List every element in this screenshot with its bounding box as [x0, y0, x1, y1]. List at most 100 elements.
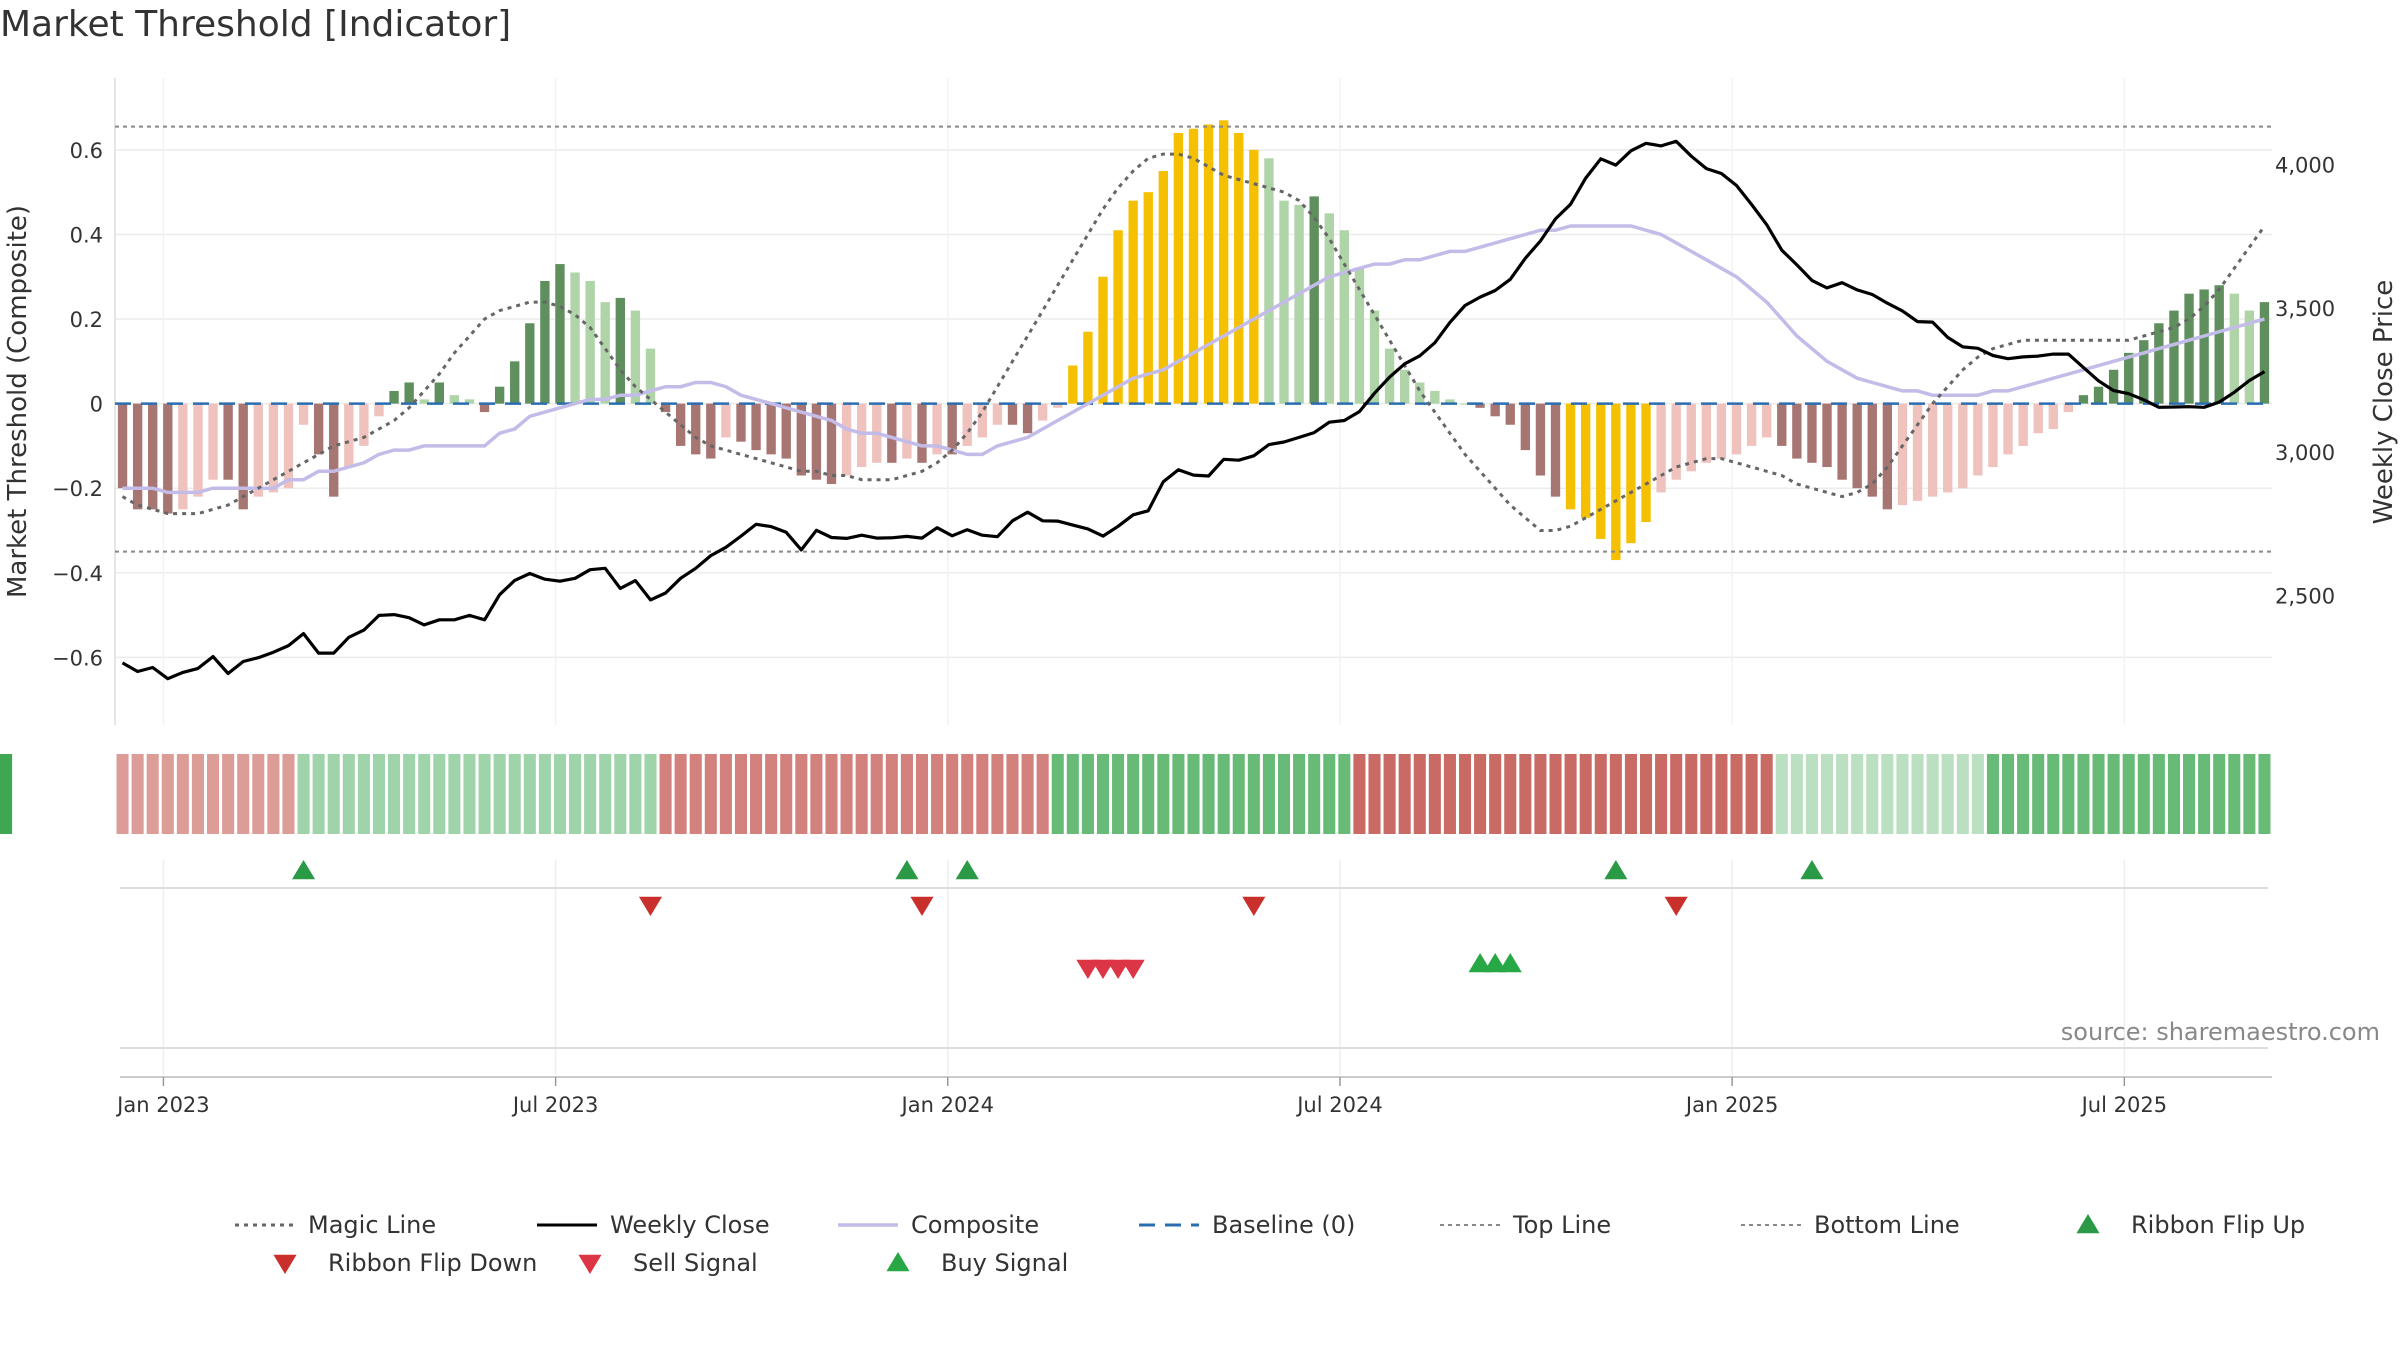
ribbon-cell [750, 754, 763, 834]
composite-bar [540, 280, 550, 404]
composite-bar [404, 382, 414, 404]
ribbon-cell [1006, 754, 1019, 834]
ribbon-cell [1775, 754, 1788, 834]
ribbon-cell [1700, 754, 1713, 834]
composite-bar [1113, 230, 1123, 404]
composite-bar [1837, 403, 1847, 480]
composite-bar [2018, 403, 2028, 446]
ribbon-flip-up-marker [291, 860, 316, 880]
ribbon-cell [207, 754, 220, 834]
composite-bar [781, 403, 791, 459]
ribbon-cell [1081, 754, 1094, 834]
y-tick-label: 0.6 [70, 139, 103, 163]
composite-bar [736, 403, 746, 442]
composite-bar [1249, 149, 1259, 404]
ribbon-cell [1127, 754, 1140, 834]
composite-bar [1083, 331, 1093, 404]
composite-bar [2169, 310, 2179, 404]
ribbon-cell [146, 754, 159, 834]
ribbon-cell [2243, 754, 2256, 834]
y-tick-label: 0 [90, 393, 103, 417]
composite-bar [2033, 403, 2043, 434]
ribbon-cell [1383, 754, 1396, 834]
legend-label: Buy Signal [941, 1249, 1068, 1277]
ribbon-cell [1142, 754, 1155, 834]
composite-bar [691, 403, 701, 455]
ribbon-cell [1247, 754, 1260, 834]
y2-axis-title: Weekly Close Price [2369, 280, 2399, 525]
composite-bar [1973, 403, 1983, 476]
ribbon-cell [584, 754, 597, 834]
ribbon-cell [1428, 754, 1441, 834]
ribbon-flip-down-marker [1664, 896, 1688, 916]
ribbon-cell [1790, 754, 1803, 834]
ribbon-cell [1172, 754, 1185, 834]
ribbon-cell [1534, 754, 1547, 834]
composite-bar [510, 361, 520, 404]
y2-tick-label: 3,500 [2275, 297, 2335, 321]
composite-bar [1264, 158, 1274, 404]
ribbon-cell [946, 754, 959, 834]
x-tick-label: Jan 2025 [1684, 1093, 1779, 1117]
ribbon-cell [1021, 754, 1034, 834]
composite-bar [1490, 403, 1500, 417]
x-tick-label: Jan 2024 [900, 1093, 995, 1117]
composite-bar [2154, 323, 2164, 404]
ribbon-cell [1655, 754, 1668, 834]
ribbon-cell [2107, 754, 2120, 834]
composite-bar [389, 390, 399, 404]
x-tick-label: Jul 2024 [1295, 1093, 1382, 1117]
composite-bar [253, 403, 263, 497]
composite-bar [1867, 403, 1877, 497]
ribbon-cell [418, 754, 431, 834]
ribbon-cell [2213, 754, 2226, 834]
ribbon-cell [689, 754, 702, 834]
composite-bar [1671, 403, 1681, 480]
composite-bar [329, 403, 339, 497]
ribbon-cell [1112, 754, 1125, 834]
ribbon-cell [523, 754, 536, 834]
composite-bar [1746, 403, 1757, 446]
composite-bar [1852, 403, 1862, 489]
legend-label: Weekly Close [610, 1211, 770, 1239]
ribbon-cell [2183, 754, 2196, 834]
ribbon-cell [1579, 754, 1592, 834]
composite-bar [494, 386, 505, 404]
ribbon-cell [855, 754, 868, 834]
composite-bar [1445, 399, 1455, 404]
composite-bar [2244, 310, 2255, 404]
composite-bar [1053, 403, 1063, 408]
y-tick-label: −0.4 [52, 562, 103, 586]
composite-bar [1475, 403, 1485, 408]
ribbon-cell [2122, 754, 2135, 834]
ribbon-cell [614, 754, 627, 834]
composite-bar [706, 403, 716, 459]
buy-signal-marker [1468, 953, 1492, 973]
ribbon-cell [1519, 754, 1532, 834]
composite-bar [1988, 403, 1998, 468]
composite-bar [841, 403, 852, 476]
composite-bar [585, 280, 595, 404]
composite-bar [2078, 395, 2089, 404]
ribbon-cell [1458, 754, 1472, 834]
ribbon-cell [448, 754, 461, 834]
composite-bar [1505, 403, 1515, 425]
y-tick-label: −0.6 [52, 646, 103, 670]
ribbon-cell [237, 754, 250, 834]
ribbon-cell [2167, 754, 2180, 834]
composite-bar [600, 302, 610, 404]
ribbon-cell [2047, 754, 2060, 834]
ribbon-cell [2001, 754, 2015, 834]
composite-bar [887, 403, 897, 463]
ribbon-cell [1896, 754, 1909, 834]
ribbon-cell [1277, 754, 1291, 834]
buy-signal-marker [1483, 953, 1507, 973]
composite-bar [1309, 196, 1319, 404]
composite-bar [992, 403, 1003, 425]
ribbon-cell [1941, 754, 1954, 834]
composite-bar [1550, 403, 1561, 497]
composite-bar [1777, 403, 1787, 446]
ribbon-cell [961, 754, 974, 834]
composite-bar [525, 323, 535, 404]
composite-bar [283, 403, 294, 489]
